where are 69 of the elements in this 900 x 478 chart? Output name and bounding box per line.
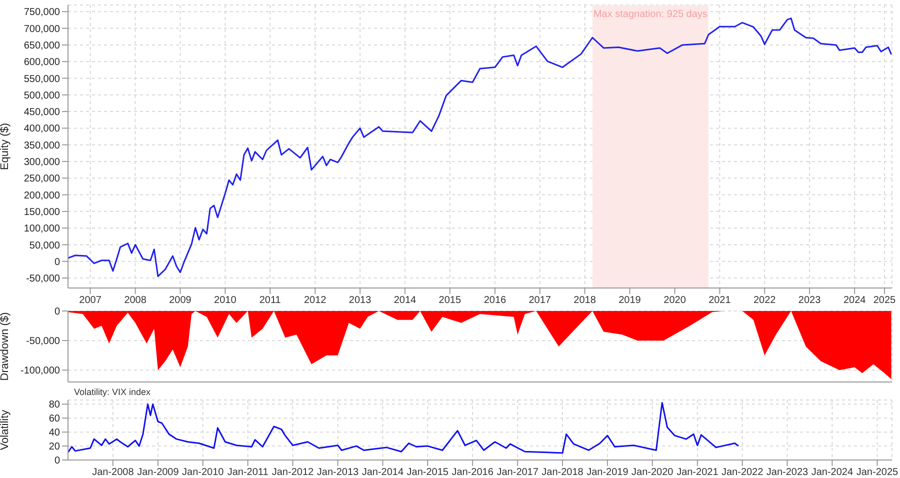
y-axis-title: Volatility xyxy=(0,409,11,450)
y-tick-label: 400,000 xyxy=(24,124,60,135)
y-tick-label: 80 xyxy=(48,400,60,411)
x-tick-label: 2012 xyxy=(304,295,327,306)
x-tick-label: Jan-2020 xyxy=(632,467,674,478)
y-tick-label: 150,000 xyxy=(24,206,60,218)
x-tick-label: 2022 xyxy=(753,295,776,306)
y-tick-label: 550,000 xyxy=(24,74,60,85)
y-tick-label: 350,000 xyxy=(24,140,60,152)
y-tick-label: 600,000 xyxy=(24,57,60,68)
x-tick-label: Jan-2015 xyxy=(406,467,449,478)
x-tick-label: Jan-2016 xyxy=(452,467,494,478)
y-tick-label: -50,000 xyxy=(26,274,60,285)
x-tick-label: Jan-2025 xyxy=(856,467,899,478)
x-tick-label: Jan-2014 xyxy=(362,467,404,478)
x-tick-label: 2023 xyxy=(798,295,822,306)
x-tick-label: Jan-2012 xyxy=(272,467,314,478)
y-tick-label: 200,000 xyxy=(24,190,60,202)
x-tick-label: 2025 xyxy=(873,295,896,306)
y-tick-label: 500,000 xyxy=(24,90,60,102)
x-tick-label: 2015 xyxy=(438,295,462,306)
band-label: Max stagnation: 925 days xyxy=(593,9,708,20)
x-tick-label: Jan-2017 xyxy=(496,467,539,478)
y-tick-label: 750,000 xyxy=(24,7,60,18)
y-tick-label: 0 xyxy=(54,456,60,467)
x-tick-label: 2024 xyxy=(843,295,866,306)
x-tick-label: Jan-2022 xyxy=(721,467,764,478)
y-tick-label: 300,000 xyxy=(24,157,60,168)
line-series xyxy=(68,18,892,278)
x-tick-label: 2013 xyxy=(348,295,372,306)
line-series xyxy=(68,402,740,454)
y-tick-label: 250,000 xyxy=(24,174,60,185)
y-tick-label: 20 xyxy=(48,442,60,453)
y-tick-label: 450,000 xyxy=(24,107,60,118)
x-tick-label: Jan-2013 xyxy=(316,467,360,478)
y-tick-label: 0 xyxy=(54,306,60,318)
x-tick-label: Jan-2018 xyxy=(542,467,584,478)
x-tick-label: 2021 xyxy=(708,295,732,306)
x-tick-label: Jan-2010 xyxy=(182,467,224,478)
x-tick-label: 2010 xyxy=(214,295,237,306)
x-tick-label: Jan-2021 xyxy=(676,467,719,478)
y-tick-label: 40 xyxy=(48,428,60,439)
y-tick-label: 50,000 xyxy=(29,240,60,252)
x-tick-label: Jan-2024 xyxy=(811,467,854,478)
x-tick-label: 2017 xyxy=(528,295,552,306)
x-tick-label: Jan-2023 xyxy=(766,467,809,478)
x-tick-label: 2011 xyxy=(259,295,282,306)
x-tick-label: 2020 xyxy=(664,295,686,306)
text: Volatility: VIX index xyxy=(72,387,153,397)
y-tick-label: 700,000 xyxy=(24,24,60,35)
y-tick-label: 60 xyxy=(48,414,60,425)
y-axis-title: Drawdown ($) xyxy=(0,312,11,381)
x-tick-label: Jan-2008 xyxy=(92,467,134,478)
y-tick-label: 650,000 xyxy=(24,40,60,52)
y-tick-label: -50,000 xyxy=(26,336,60,348)
x-tick-label: 2018 xyxy=(574,295,596,306)
y-tick-label: -100,000 xyxy=(20,366,60,377)
x-tick-label: Jan-2011 xyxy=(227,467,269,478)
x-tick-label: Jan-2019 xyxy=(586,467,629,478)
y-axis-title: Equity ($) xyxy=(0,122,11,170)
x-tick-label: 2007 xyxy=(79,295,102,306)
x-tick-label: 2009 xyxy=(169,295,192,306)
x-tick-label: Jan-2009 xyxy=(137,467,180,478)
y-tick-label: 100,000 xyxy=(24,224,60,235)
x-tick-label: 2008 xyxy=(124,295,147,306)
y-tick-label: 0 xyxy=(54,256,60,268)
x-tick-label: 2014 xyxy=(394,295,417,306)
x-tick-label: 2016 xyxy=(484,295,507,306)
x-tick-label: 2019 xyxy=(618,295,642,306)
